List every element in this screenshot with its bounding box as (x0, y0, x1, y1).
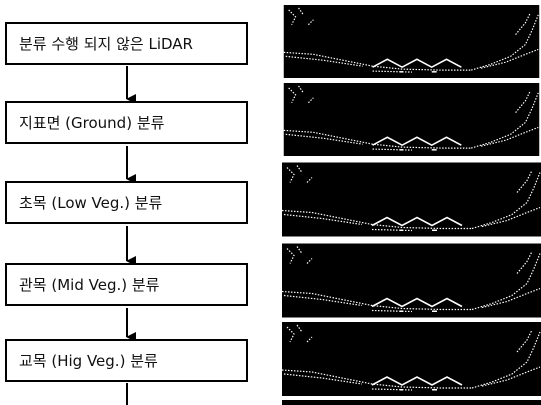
lidar-image (282, 163, 541, 237)
lidar-image (282, 244, 541, 318)
flow-box: 초목 (Low Veg.) 분류 (5, 181, 248, 224)
flow-box: 분류 수행 되지 않은 LiDAR (5, 22, 248, 65)
lidar-image-partial (282, 400, 541, 405)
lidar-image (282, 322, 541, 396)
flowchart-figure: 분류 수행 되지 않은 LiDAR 지표면 (Ground) 분류 초목 (Lo… (0, 0, 541, 405)
lidar-image (284, 83, 540, 156)
lidar-panels (282, 5, 541, 405)
flow-box: 지표면 (Ground) 분류 (5, 101, 248, 144)
flow-box: 관목 (Mid Veg.) 분류 (5, 263, 248, 306)
lidar-image (284, 5, 540, 78)
flow-box: 교목 (Hig Veg.) 분류 (5, 339, 248, 382)
